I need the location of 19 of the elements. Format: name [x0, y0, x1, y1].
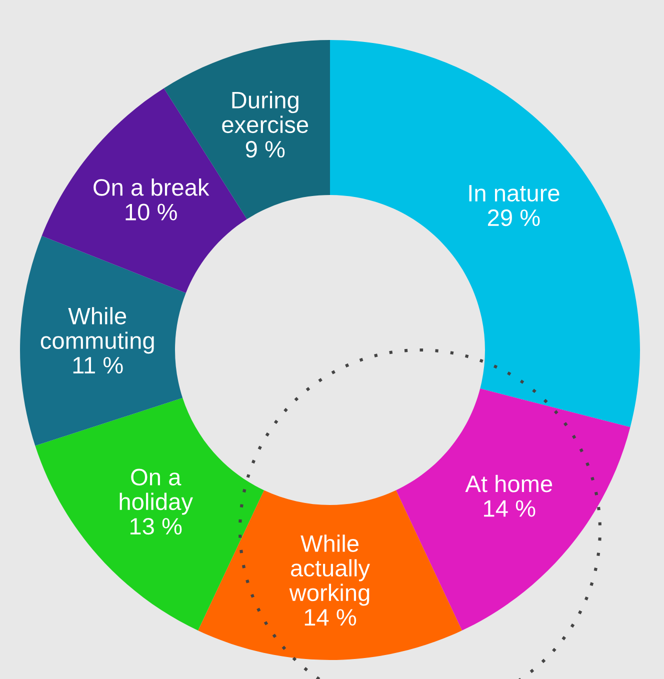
- data-label: 29 %: [488, 209, 540, 226]
- donut-slice: [198, 490, 462, 660]
- data-label: 9 %: [246, 140, 285, 158]
- donut-slice: [330, 40, 640, 428]
- slice-label: At home: [465, 474, 552, 492]
- slice-label: During exercise: [222, 91, 308, 134]
- donut-slice: [35, 398, 264, 630]
- slice-label: On a break: [94, 178, 210, 196]
- data-label: 14 %: [484, 500, 536, 517]
- donut-slice: [396, 388, 630, 630]
- slice-label: On a holiday: [120, 468, 193, 515]
- donut-slice: [20, 236, 186, 446]
- data-label: 11 %: [73, 356, 123, 374]
- slice-label: While commuting: [40, 307, 154, 354]
- data-label: 14 %: [304, 609, 356, 626]
- data-label: 13 %: [130, 518, 182, 535]
- data-label: 10 %: [126, 204, 177, 220]
- slice-label: In nature: [469, 185, 560, 202]
- slice-label: While actually working: [289, 534, 370, 606]
